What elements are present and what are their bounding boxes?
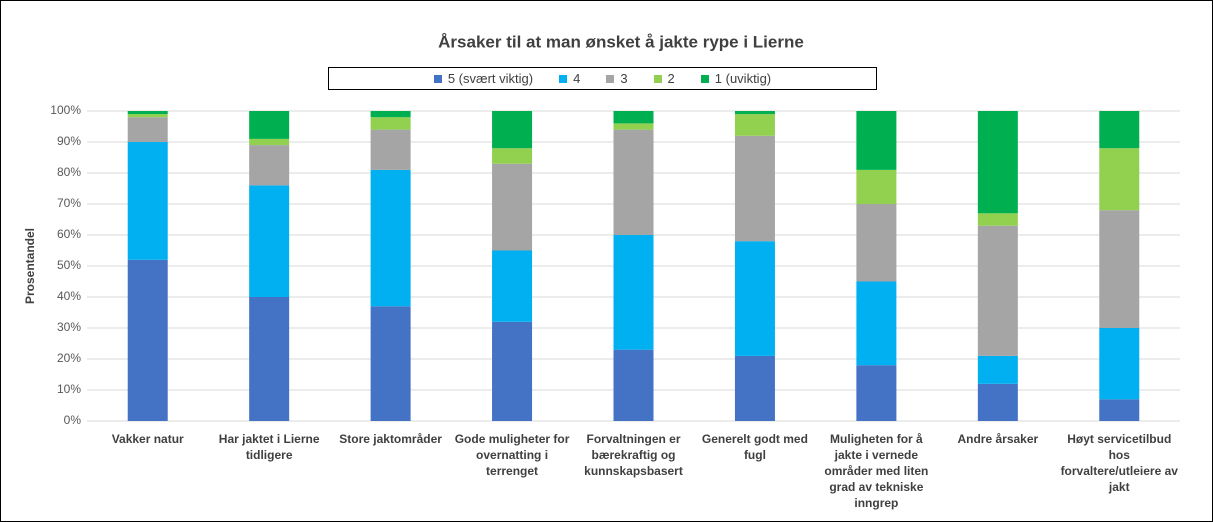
bar-segment — [734, 241, 775, 356]
x-tick-label: Forvaltningen er bærekraftig og kunnskap… — [584, 432, 683, 478]
y-tick-label: 100% — [50, 103, 81, 117]
bar-segment — [977, 383, 1018, 421]
bar-segment — [370, 111, 411, 118]
y-tick-label: 0% — [64, 413, 82, 427]
chart-title: Årsaker til at man ønsket å jakte rype i… — [438, 32, 804, 51]
bar-segment — [977, 213, 1018, 226]
bar-segment — [734, 114, 775, 136]
x-tick-label: Har jaktet i Lierne tidligere — [218, 432, 320, 462]
legend-swatch — [653, 74, 662, 83]
bar-segment — [370, 306, 411, 421]
bar-segment — [856, 281, 897, 366]
x-tick-label: Andre årsaker — [957, 432, 1039, 446]
bar-segment — [249, 297, 290, 421]
x-tick-label: Vakker natur — [111, 432, 184, 446]
x-tick-label: Gode muligheter for overnatting i terren… — [454, 432, 570, 478]
bar-segment — [492, 250, 533, 322]
y-tick-label: 30% — [57, 320, 81, 334]
bar-segment — [613, 235, 654, 350]
bar-segment — [613, 129, 654, 235]
bar-segment — [492, 321, 533, 421]
legend-swatch — [700, 74, 709, 83]
legend-item: 4 — [559, 71, 580, 86]
bar-segment — [370, 117, 411, 130]
legend-swatch — [433, 74, 442, 83]
bar-segment — [492, 148, 533, 164]
bar-segment — [977, 111, 1018, 214]
x-tick-label: Store jaktområder — [339, 432, 442, 446]
legend-item: 1 (uviktig) — [700, 71, 772, 86]
bar-segment — [856, 169, 897, 204]
bar-segment — [734, 111, 775, 115]
bar-segment — [127, 117, 168, 142]
bar-segment — [127, 111, 168, 115]
bar-segment — [492, 163, 533, 251]
legend-label: 4 — [573, 71, 581, 86]
legend-label: 1 (uviktig) — [714, 71, 772, 86]
bar-segment — [370, 169, 411, 307]
y-tick-label: 10% — [57, 382, 81, 396]
bar-segment — [1099, 111, 1140, 149]
bar-segment — [856, 365, 897, 421]
bar-segment — [977, 355, 1018, 384]
x-tick-label: Høyt servicetilbud hos forvaltere/utleie… — [1060, 432, 1178, 494]
bar-segment — [249, 185, 290, 297]
bar-segment — [734, 355, 775, 421]
legend-label: 2 — [667, 71, 675, 86]
bar-segment — [613, 111, 654, 124]
bar-segment — [1099, 399, 1140, 421]
x-tick-label: Generelt godt med fugl — [701, 432, 808, 462]
bar-segment — [127, 114, 168, 118]
bar-segment — [127, 259, 168, 421]
bar-segment — [1099, 328, 1140, 400]
legend-item: 3 — [606, 71, 628, 86]
bar-segment — [249, 138, 290, 146]
bar-segment — [613, 123, 654, 130]
bar-segment — [370, 129, 411, 170]
legend-swatch — [606, 74, 615, 83]
y-tick-label: 90% — [57, 134, 81, 148]
bar-segment — [127, 142, 168, 260]
legend-item: 2 — [653, 71, 675, 86]
legend-label: 3 — [620, 71, 628, 86]
y-tick-label: 40% — [57, 289, 81, 303]
bar-segment — [613, 349, 654, 421]
y-tick-label: 50% — [57, 258, 81, 272]
bar-segment — [1099, 148, 1140, 211]
bar-segment — [1099, 210, 1140, 328]
bar-segment — [856, 111, 897, 170]
y-axis-title: Prosentandel — [23, 228, 37, 304]
bar-segment — [249, 145, 290, 186]
bar-segment — [249, 111, 290, 139]
legend-swatch — [559, 74, 568, 83]
bar-segment — [856, 204, 897, 282]
bar-segment — [977, 225, 1018, 356]
y-tick-label: 80% — [57, 165, 81, 179]
bar-segment — [492, 111, 533, 149]
x-tick-label: Muligheten for å jakte i vernede områder… — [824, 432, 929, 510]
y-tick-label: 70% — [57, 196, 81, 210]
y-tick-label: 60% — [57, 227, 81, 241]
y-tick-label: 20% — [57, 351, 81, 365]
legend: 5 (svært viktig) 4 3 2 1 (uviktig) — [328, 67, 877, 90]
legend-label: 5 (svært viktig) — [447, 71, 534, 86]
bar-segment — [734, 135, 775, 242]
legend-item: 5 (svært viktig) — [433, 71, 534, 86]
